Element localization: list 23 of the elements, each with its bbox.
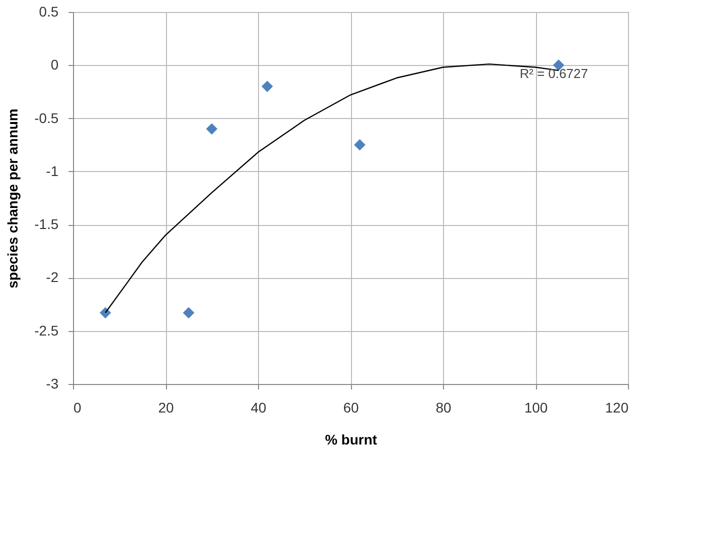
point	[206, 123, 218, 135]
y-tick-label: -0.5	[34, 110, 59, 126]
point	[354, 139, 366, 151]
point	[182, 307, 194, 318]
y-tick-label: 0.5	[39, 4, 59, 20]
x-tick-label: 60	[343, 400, 359, 416]
x-tick-label: 100	[524, 400, 548, 416]
y-tick-label: -1.5	[34, 216, 59, 232]
x-tick-label: 120	[605, 400, 629, 416]
y-tick-label: -2.5	[34, 322, 59, 338]
point	[262, 80, 273, 92]
y-axis-title: species change per annum	[4, 108, 20, 288]
y-tick-label: -1	[46, 162, 59, 179]
point	[100, 307, 112, 318]
x-tick-label: 0	[74, 400, 82, 416]
annotation: R² = 0.6727	[520, 66, 588, 81]
y-tick-label: 0	[50, 56, 59, 73]
x-axis-title: % burnt	[324, 432, 378, 448]
y-tick-label: -2	[46, 269, 59, 286]
x-tick-label: 40	[250, 400, 266, 416]
x-tick-label: 80	[436, 400, 452, 416]
y-tick-label: -3	[46, 376, 59, 392]
x-tick-label: 20	[158, 400, 174, 416]
